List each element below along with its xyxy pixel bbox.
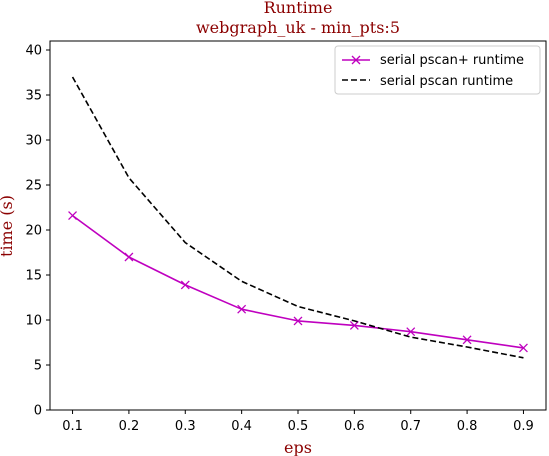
y-tick-label-3: 15 (25, 269, 42, 284)
legend: serial pscan+ runtime serial pscan runti… (334, 45, 541, 95)
plot-area (49, 40, 547, 411)
point-stroke-b (349, 320, 359, 330)
y-tick-label-2: 10 (25, 314, 42, 329)
x-tick-label-8: 0.9 (513, 419, 534, 434)
point-stroke-b (406, 327, 416, 337)
series-0-point-2 (180, 280, 190, 290)
y-tick-label-7: 35 (25, 89, 42, 104)
point-stroke-b (293, 316, 303, 326)
y-tick-label-6: 30 (25, 134, 42, 149)
x-tick-label-3: 0.4 (231, 419, 252, 434)
series-0-point-4 (293, 316, 303, 326)
series-0-point-3 (237, 304, 247, 314)
legend-label-series-0: serial pscan+ runtime (380, 53, 524, 68)
x-tick-label-6: 0.7 (400, 419, 421, 434)
point-stroke-b (462, 335, 472, 345)
y-axis-title: time (s) (0, 195, 16, 257)
x-tick-label-1: 0.2 (119, 419, 140, 434)
series-0-point-7 (462, 335, 472, 345)
series-0-point-6 (406, 327, 416, 337)
series-0-point-8 (518, 343, 528, 353)
chart-title: Runtime (264, 0, 333, 17)
x-tick-label-5: 0.6 (344, 419, 365, 434)
series-line-1 (71, 76, 524, 359)
legend-marker-series-0 (351, 55, 361, 65)
legend-label-series-1: serial pscan runtime (380, 74, 513, 89)
x-tick-label-7: 0.8 (457, 419, 478, 434)
point-stroke-b (180, 280, 190, 290)
series-0-point-0 (68, 211, 78, 221)
y-tick-label-4: 20 (25, 224, 42, 239)
point-stroke-b (237, 304, 247, 314)
x-axis-ticks: 0.1 0.2 0.3 0.4 0.5 0.6 0.7 0.8 0.9 (62, 410, 534, 434)
y-tick-label-8: 40 (25, 44, 42, 59)
y-tick-label-5: 25 (25, 179, 42, 194)
plot-frame (49, 40, 547, 411)
series-layer (68, 76, 528, 359)
series-line-0 (72, 214, 524, 349)
x-tick-label-0: 0.1 (62, 419, 83, 434)
series-0-point-5 (349, 320, 359, 330)
x-axis-title: eps (284, 438, 312, 456)
y-tick-label-0: 0 (34, 404, 42, 419)
legend-box (334, 45, 541, 95)
y-axis-ticks: 0 5 10 15 20 25 30 35 40 (25, 44, 50, 419)
x-tick-label-2: 0.3 (175, 419, 196, 434)
chart-subtitle: webgraph_uk - min_pts:5 (196, 18, 400, 37)
point-stroke-b (124, 252, 134, 262)
point-stroke-b (518, 343, 528, 353)
x-tick-label-4: 0.5 (288, 419, 309, 434)
point-stroke-b (68, 211, 78, 221)
y-tick-label-1: 5 (34, 359, 42, 374)
legend-marker-stroke-b (351, 55, 361, 65)
series-0-point-1 (124, 252, 134, 262)
